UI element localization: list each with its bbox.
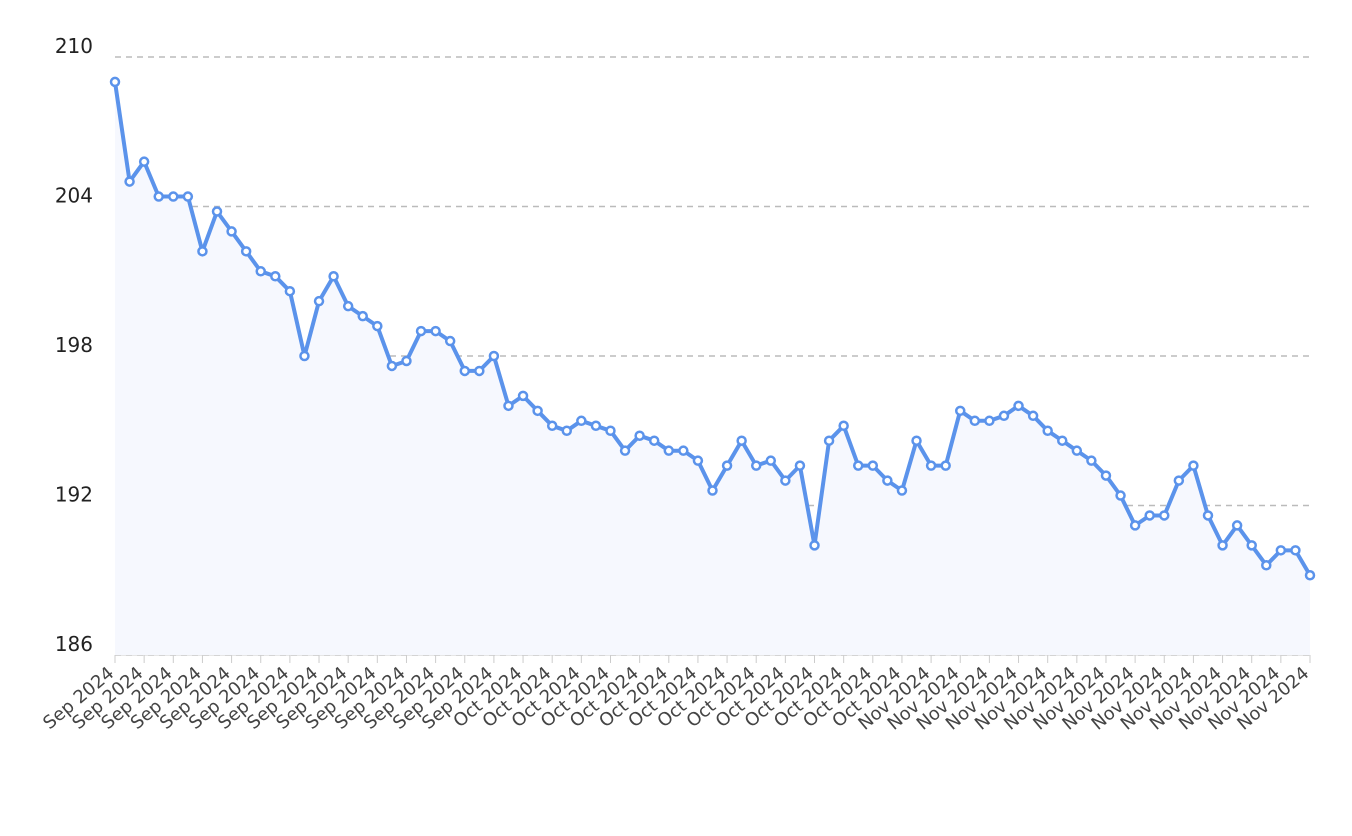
point xyxy=(663,445,675,456)
y-tick-label: 210 xyxy=(55,34,93,58)
point xyxy=(1129,520,1141,531)
point xyxy=(1115,490,1126,501)
point xyxy=(590,420,602,432)
point xyxy=(1086,455,1097,466)
point xyxy=(168,191,179,202)
point xyxy=(925,460,937,471)
point xyxy=(1100,470,1112,481)
point xyxy=(1231,520,1243,531)
point xyxy=(138,156,150,167)
point xyxy=(401,355,412,367)
point xyxy=(1202,510,1214,521)
point xyxy=(124,176,135,187)
point xyxy=(459,365,471,377)
point xyxy=(984,415,995,427)
point xyxy=(1071,445,1083,456)
point xyxy=(736,435,747,446)
area xyxy=(115,81,1310,655)
point xyxy=(576,415,587,427)
point xyxy=(605,425,616,436)
point xyxy=(823,435,835,446)
point xyxy=(954,405,966,417)
point xyxy=(648,435,660,446)
point xyxy=(503,400,514,412)
point xyxy=(386,360,398,372)
point xyxy=(794,460,806,471)
point xyxy=(678,445,689,456)
point xyxy=(1173,475,1185,486)
point xyxy=(1159,510,1170,521)
point xyxy=(357,310,368,322)
point xyxy=(619,445,631,456)
point xyxy=(1057,435,1068,446)
point xyxy=(1188,460,1199,471)
point xyxy=(634,430,645,441)
point xyxy=(852,460,864,471)
point xyxy=(896,485,908,496)
point xyxy=(1042,425,1053,436)
point xyxy=(226,226,237,237)
point xyxy=(342,300,354,312)
point xyxy=(1144,510,1155,521)
point xyxy=(182,191,194,202)
point xyxy=(240,246,252,257)
point xyxy=(561,425,573,436)
point xyxy=(546,420,558,432)
point xyxy=(911,435,922,446)
point xyxy=(1217,540,1228,551)
point xyxy=(1013,400,1024,412)
point xyxy=(1304,570,1316,581)
point xyxy=(153,191,164,202)
point xyxy=(940,460,951,471)
point xyxy=(372,320,383,332)
point xyxy=(998,410,1010,422)
point xyxy=(780,475,791,486)
point xyxy=(1246,540,1257,551)
point xyxy=(1275,545,1287,556)
point xyxy=(809,540,820,551)
y-tick-label: 192 xyxy=(55,483,93,507)
y-tick-label: 186 xyxy=(55,632,93,656)
point xyxy=(299,350,310,362)
point xyxy=(867,460,879,471)
point xyxy=(882,475,893,486)
point xyxy=(255,266,266,277)
point xyxy=(415,325,427,337)
point xyxy=(109,76,121,88)
point xyxy=(692,455,704,466)
point xyxy=(197,246,208,257)
point xyxy=(765,455,777,466)
point xyxy=(444,335,456,347)
point xyxy=(838,420,849,432)
point xyxy=(430,325,441,337)
point xyxy=(313,295,325,307)
point xyxy=(270,271,281,282)
point xyxy=(474,365,485,377)
point xyxy=(328,271,339,282)
point xyxy=(1290,545,1301,556)
point xyxy=(211,206,223,217)
point xyxy=(1261,560,1272,571)
point xyxy=(532,405,543,417)
point xyxy=(284,285,296,297)
point xyxy=(517,390,529,402)
point xyxy=(488,350,500,362)
point xyxy=(721,460,733,471)
y-tick-label: 204 xyxy=(55,184,93,208)
point xyxy=(707,485,718,496)
point xyxy=(750,460,762,471)
point xyxy=(1027,410,1039,422)
point xyxy=(969,415,981,427)
y-tick-label: 198 xyxy=(55,333,93,357)
